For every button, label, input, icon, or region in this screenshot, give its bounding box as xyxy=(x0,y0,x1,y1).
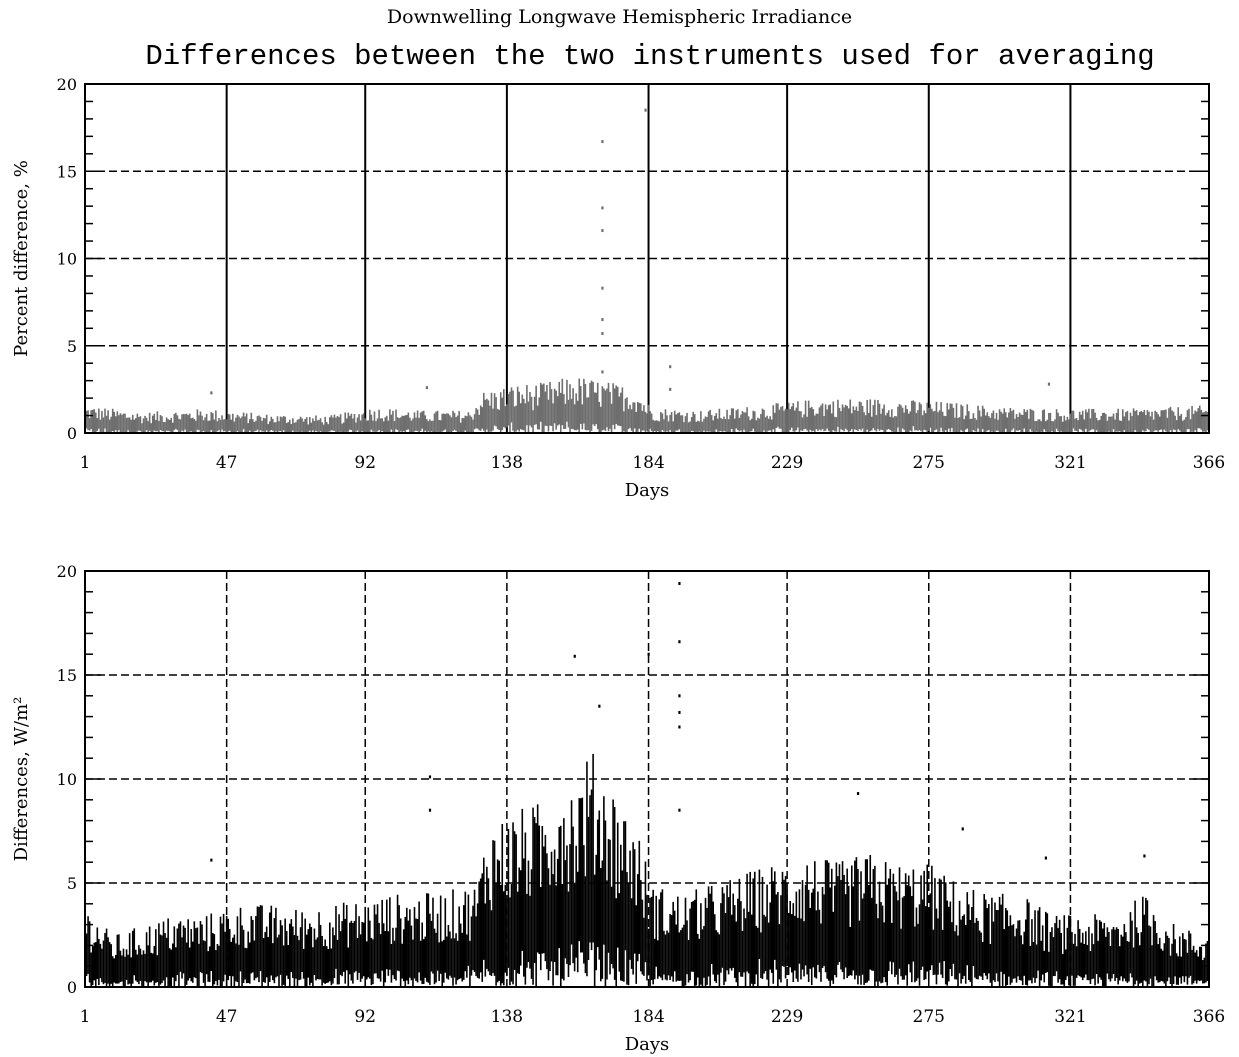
y-tick-label: 0 xyxy=(67,424,77,443)
y-tick-label: 20 xyxy=(57,562,77,581)
x-tick-label: 138 xyxy=(491,1007,523,1027)
data-series xyxy=(84,108,1210,433)
data-point xyxy=(678,694,681,698)
data-point xyxy=(601,332,604,336)
data-point xyxy=(601,286,604,290)
figure-subtitle: Differences between the two instruments … xyxy=(145,40,1155,73)
data-point xyxy=(601,229,604,233)
x-tick-label: 138 xyxy=(491,453,523,473)
x-tick-label: 1 xyxy=(80,453,91,473)
x-tick-label: 92 xyxy=(354,453,376,473)
chart-panel-1: 0 5 10 15 20 1 47 92 138 184 229 275 321 366 Days Perce… xyxy=(11,75,1225,501)
data-point xyxy=(1143,854,1146,858)
data-point xyxy=(601,370,604,374)
data-point xyxy=(669,365,672,369)
data-point xyxy=(598,704,601,708)
x-tick-label: 275 xyxy=(913,453,945,473)
x-tick-label: 366 xyxy=(1193,453,1225,473)
data-point xyxy=(678,725,681,729)
y-axis-label: Differences, W/m² xyxy=(11,697,32,862)
y-axis-label: Percent difference, % xyxy=(11,160,32,357)
data-point xyxy=(1047,382,1051,386)
x-tick-label: 184 xyxy=(632,453,664,473)
y-tick-label: 5 xyxy=(67,874,77,893)
y-tick-label: 0 xyxy=(67,978,77,997)
x-tick-label: 275 xyxy=(913,1007,945,1027)
y-tick-label: 5 xyxy=(67,337,77,356)
data-point xyxy=(678,640,681,644)
x-tick-label: 321 xyxy=(1054,453,1086,473)
y-tick-label: 15 xyxy=(57,162,77,181)
x-tick-label: 366 xyxy=(1193,1007,1225,1027)
x-tick-label: 92 xyxy=(354,1007,376,1027)
y-tick-label: 15 xyxy=(57,666,77,685)
data-point xyxy=(856,792,860,796)
data-point xyxy=(210,391,213,395)
data-point xyxy=(647,652,650,656)
data-point xyxy=(210,858,213,862)
data-point xyxy=(601,318,604,322)
x-tick-label: 229 xyxy=(771,1007,803,1027)
data-point xyxy=(961,827,964,831)
data-point xyxy=(678,581,681,585)
x-tick-label: 229 xyxy=(771,453,803,473)
data-point xyxy=(1044,856,1047,860)
y-tick-label: 20 xyxy=(57,75,77,94)
x-tick-label: 47 xyxy=(216,453,238,473)
x-tick-label: 321 xyxy=(1054,1007,1086,1027)
data-point xyxy=(669,387,672,391)
data-series xyxy=(84,581,1210,987)
data-point xyxy=(573,654,576,658)
data-point xyxy=(644,108,647,112)
data-point xyxy=(428,808,432,812)
x-axis-label: Days xyxy=(625,1034,670,1055)
x-tick-label: 184 xyxy=(632,1007,664,1027)
chart-panel-2: 0 5 10 15 20 1 47 92 138 184 229 275 321 366 Days Diffe… xyxy=(11,562,1225,1055)
y-tick-label: 10 xyxy=(57,770,77,789)
x-axis-label: Days xyxy=(625,480,670,501)
data-point xyxy=(601,206,604,210)
x-tick-label: 1 xyxy=(80,1007,91,1027)
data-point xyxy=(425,386,429,390)
data-point xyxy=(428,775,432,779)
data-point xyxy=(678,808,681,812)
data-point xyxy=(601,140,604,144)
x-tick-label: 47 xyxy=(216,1007,238,1027)
y-tick-label: 10 xyxy=(57,250,77,269)
data-point xyxy=(678,710,681,714)
figure-title: Downwelling Longwave Hemispheric Irradia… xyxy=(386,6,853,28)
